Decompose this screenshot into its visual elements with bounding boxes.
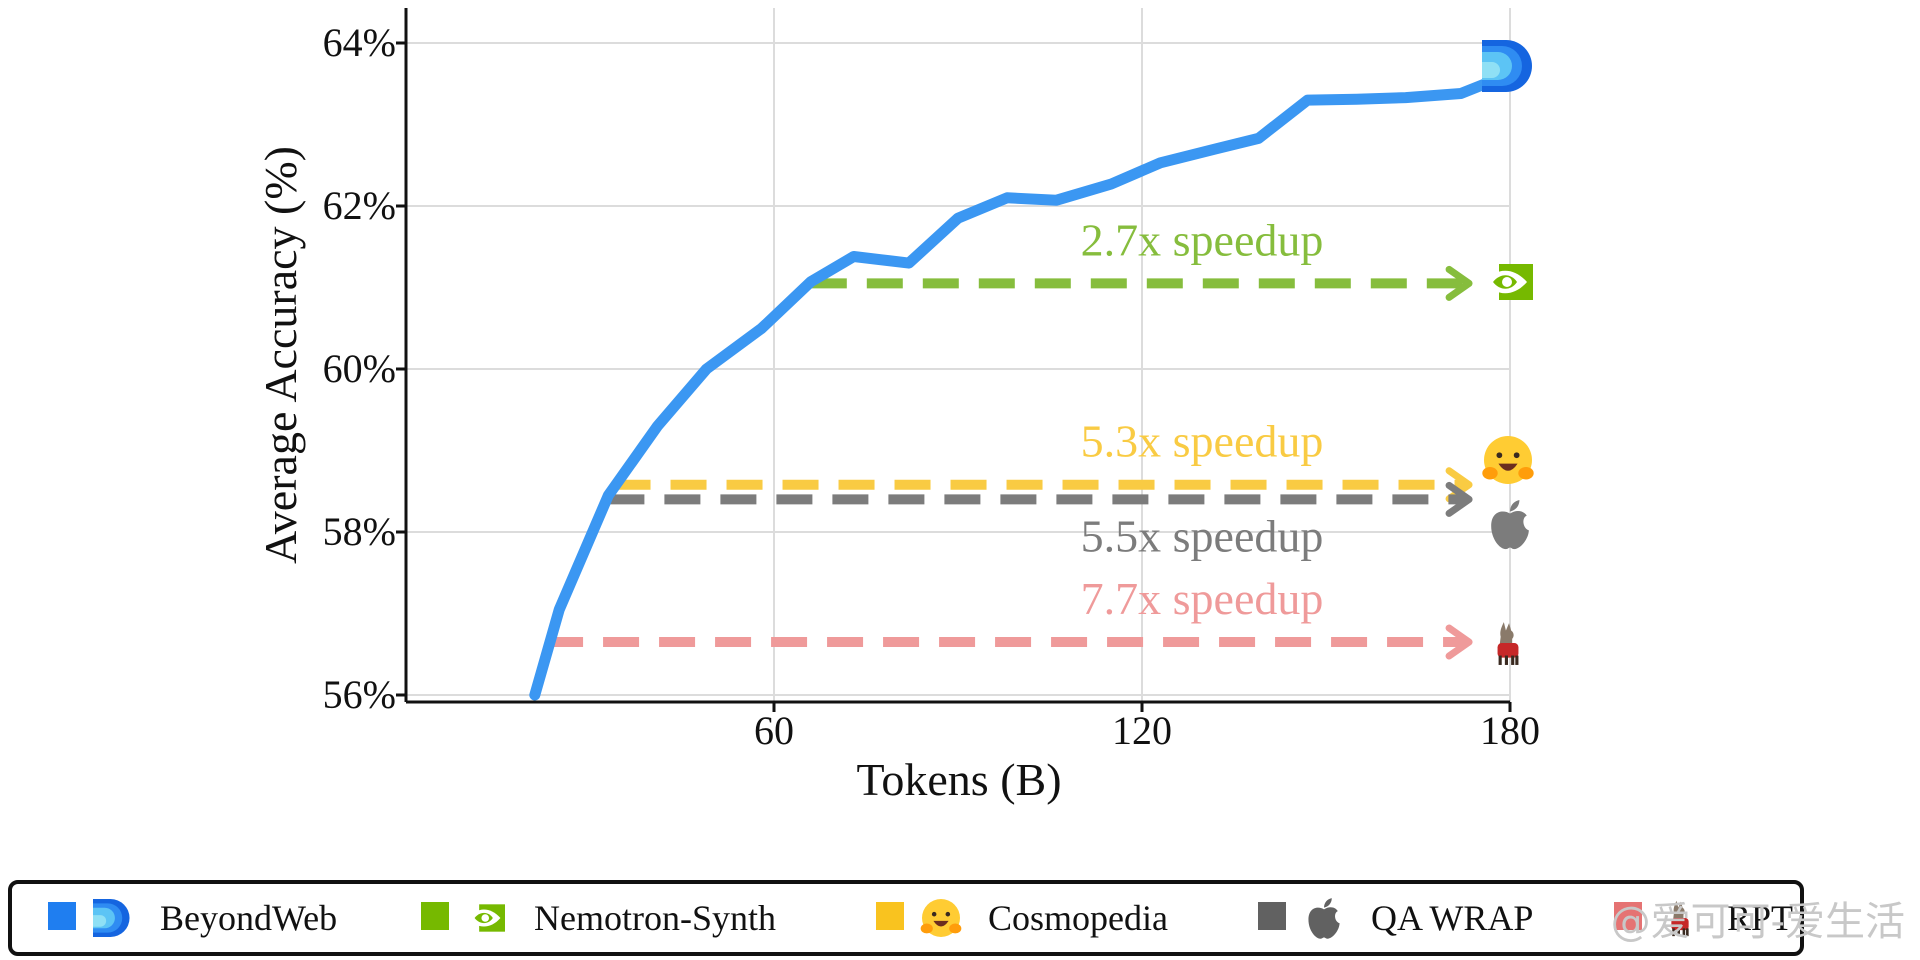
legend-swatch [421,902,449,930]
series-line-0 [529,68,1510,701]
hug-eye-right [1513,452,1520,459]
llama-leg-1 [1498,655,1502,665]
nvidia-eye-pupil [1502,277,1512,287]
llama-leg-1 [1672,928,1675,937]
llama-leg-2 [1504,655,1508,665]
apple-body [1308,907,1340,939]
llama-leg-3 [1511,655,1515,665]
legend-item-rpt: RPT [1614,898,1793,938]
legend-item-qa-wrap: QA WRAP [1258,898,1533,939]
x-tick-label-0: 60 [754,708,794,753]
apple-icon [1491,499,1529,550]
llama-leg-2 [1677,928,1680,937]
series-lines [529,68,1510,701]
legend-label: BeyondWeb [160,898,337,938]
nvidia-eye-icon [1485,264,1533,300]
apple-leaf [1324,898,1332,908]
apple-body [1491,510,1529,550]
hug-hand-right [949,923,962,934]
hug-hand-left [920,923,933,934]
llama-leg-4 [1515,655,1519,665]
baseline-arrowhead-0 [1445,265,1473,301]
legend-swatch [876,902,904,930]
llama-leg-3 [1682,928,1686,937]
hug-eye-left [931,911,937,917]
baseline-arrows: 2.7x speedup 5.3x speedup 5.5x speedup 7.7x… [547,214,1473,660]
legend-box [8,880,1804,956]
x-tick-label-1: 120 [1112,708,1172,753]
end-icons [1482,40,1534,665]
hug-hand-right [1518,466,1534,480]
speedup-label-1: 5.3x speedup [1081,416,1324,467]
legend-swatch [1258,902,1286,930]
y-tick-label-2: 60% [323,346,396,391]
hug-eye-right [945,911,951,917]
legend-item-cosmopedia: Cosmopedia [876,898,1168,938]
y-tick-label-1: 58% [323,509,396,554]
beyondweb-logo-icon [1482,40,1532,92]
apple-icon [1308,898,1340,939]
legend: BeyondWeb Nemotron-Synth Cosmopedia QA WRAP… [8,880,1804,956]
legend-item-beyondweb: BeyondWeb [48,898,337,938]
y-tick-label-3: 62% [323,183,396,228]
nvidia-eye-icon [468,904,505,932]
llama-head [1673,900,1685,920]
legend-label: Cosmopedia [988,898,1168,938]
beyondweb-logo-core [1482,62,1500,78]
legend-label: RPT [1727,898,1793,938]
legend-item-nemotron-synth: Nemotron-Synth [421,898,776,938]
legend-label: QA WRAP [1371,898,1533,938]
legend-swatch [1614,902,1642,930]
speedup-label-2: 5.5x speedup [1081,510,1324,561]
apple-leaf [1510,499,1520,512]
x-axis-label: Tokens (B) [856,754,1061,805]
y-tick-label-4: 64% [323,20,396,65]
llama-head [1499,622,1514,646]
llama-leg-4 [1686,928,1689,937]
hugging-face-icon [920,899,962,937]
speedup-label-0: 2.7x speedup [1081,214,1324,265]
hug-mouth [1498,463,1518,471]
legend-label: Nemotron-Synth [534,898,776,938]
baseline-arrowhead-2 [1445,481,1473,517]
y-tick-label-0: 56% [323,672,396,717]
beyondweb-logo-core [93,915,107,927]
grid-lines [406,8,1511,702]
llama-icon [1497,622,1519,665]
tick-labels: 56% 58% 60% 62% 64% 60 120 180 [323,20,1540,753]
y-axis-label: Average Accuracy (%) [255,146,306,564]
llama-body [1671,918,1689,931]
hug-eye-left [1496,452,1503,459]
beyondweb-logo-icon [93,899,130,937]
baseline-arrowhead-3 [1445,624,1473,660]
hug-hand-left [1482,466,1498,480]
llama-body [1497,643,1519,658]
speedup-label-3: 7.7x speedup [1081,573,1324,624]
hug-mouth [933,920,949,927]
hugging-face-icon [1482,436,1534,484]
watermark: @爱可可-爱生活 [1611,899,1905,945]
x-tick-label-2: 180 [1480,708,1540,753]
axes [404,8,1510,704]
legend-swatch [48,902,76,930]
nvidia-eye-pupil [481,914,490,922]
llama-icon [1671,900,1689,937]
